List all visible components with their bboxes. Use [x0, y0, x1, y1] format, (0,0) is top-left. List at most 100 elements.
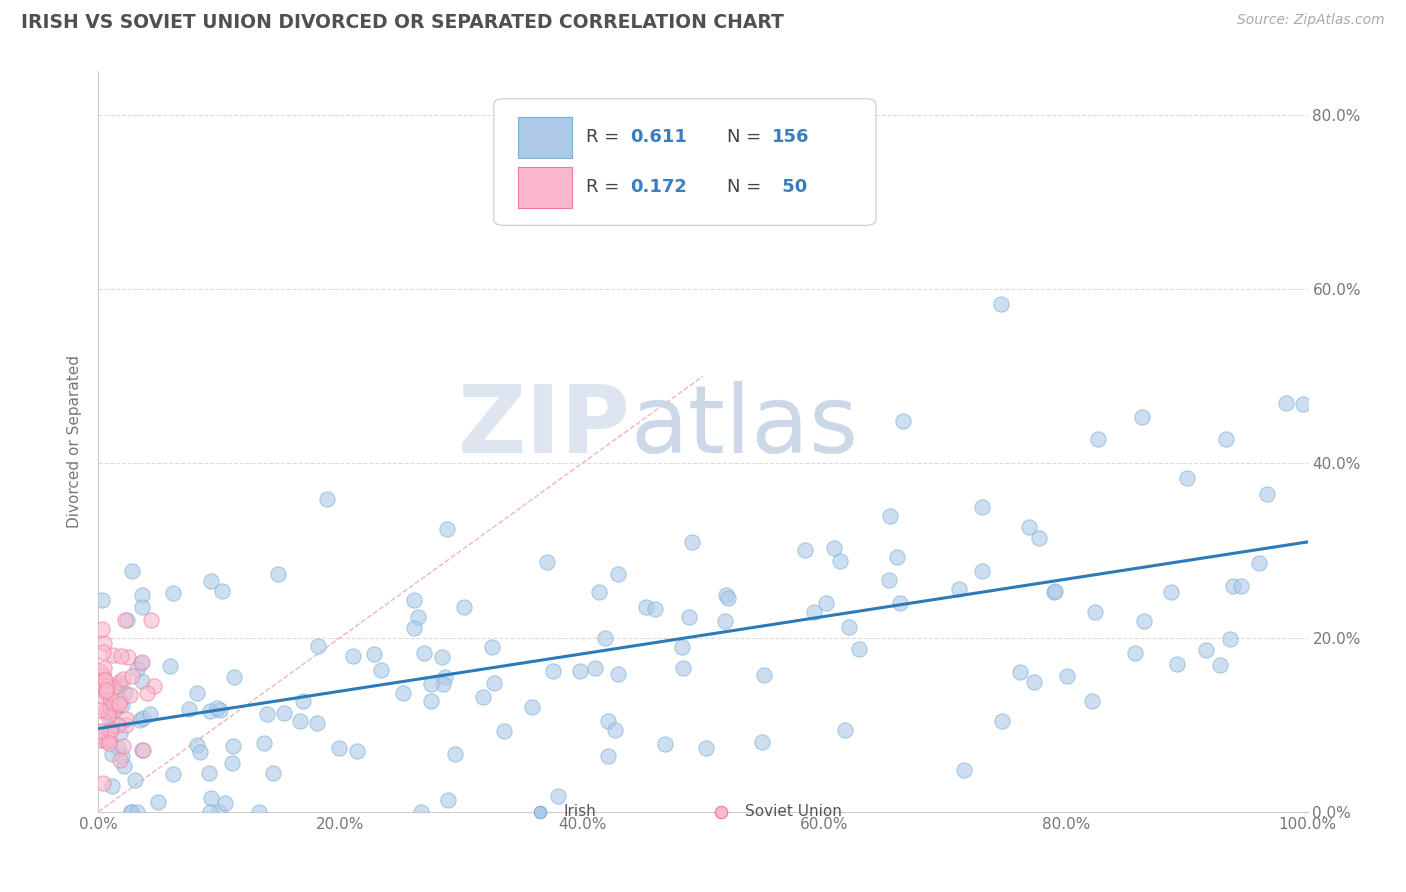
Point	[492, 724, 515, 739]
Text: 50: 50	[776, 178, 807, 196]
Point	[834, 723, 856, 738]
Point	[288, 714, 311, 728]
Point	[593, 631, 616, 645]
Point	[1045, 584, 1067, 599]
Point	[198, 766, 221, 780]
Point	[120, 805, 142, 819]
Point	[120, 805, 142, 819]
Point	[114, 686, 136, 700]
Point	[188, 745, 211, 759]
Point	[100, 723, 122, 738]
Point	[536, 555, 558, 569]
Point	[214, 796, 236, 810]
Point	[419, 694, 441, 708]
Point	[139, 707, 162, 722]
Text: ZIP: ZIP	[457, 381, 630, 473]
Point	[131, 743, 153, 757]
Point	[1175, 471, 1198, 485]
Point	[93, 661, 115, 675]
Point	[596, 749, 619, 764]
Point	[644, 602, 666, 616]
Point	[108, 753, 131, 767]
Point	[107, 741, 129, 756]
Point	[588, 584, 610, 599]
Point	[1222, 579, 1244, 593]
Point	[406, 610, 429, 624]
Point	[186, 738, 208, 752]
Point	[110, 649, 132, 664]
Point	[131, 742, 153, 756]
Point	[105, 716, 128, 731]
Point	[162, 767, 184, 781]
Point	[803, 605, 825, 619]
Point	[1028, 531, 1050, 545]
Point	[305, 715, 328, 730]
Point	[162, 586, 184, 600]
Point	[108, 694, 131, 708]
Point	[100, 722, 122, 736]
Point	[1230, 579, 1253, 593]
Point	[131, 674, 153, 689]
Point	[98, 692, 121, 706]
Point	[1219, 632, 1241, 646]
Point	[108, 678, 131, 692]
Point	[420, 677, 443, 691]
Point	[139, 613, 162, 627]
Point	[207, 701, 229, 715]
Point	[111, 739, 134, 754]
Point	[877, 574, 900, 588]
Point	[98, 732, 121, 747]
Point	[98, 705, 121, 719]
Point	[96, 679, 118, 693]
Text: N =: N =	[727, 178, 768, 196]
Point	[91, 667, 114, 681]
Point	[672, 661, 695, 675]
Point	[481, 640, 503, 655]
Point	[103, 703, 125, 717]
Point	[128, 713, 150, 727]
Point	[108, 675, 131, 690]
Point	[307, 639, 329, 653]
Point	[117, 613, 139, 627]
Point	[91, 623, 114, 637]
Point	[893, 414, 915, 428]
Text: IRISH VS SOVIET UNION DIVORCED OR SEPARATED CORRELATION CHART: IRISH VS SOVIET UNION DIVORCED OR SEPARA…	[21, 13, 785, 32]
Point	[256, 707, 278, 722]
Point	[89, 703, 111, 717]
Point	[886, 549, 908, 564]
Text: 0.172: 0.172	[630, 178, 688, 196]
Point	[432, 677, 454, 691]
Point	[125, 662, 148, 676]
Point	[848, 641, 870, 656]
Point	[342, 649, 364, 664]
Point	[990, 297, 1012, 311]
Point	[131, 655, 153, 669]
Point	[972, 500, 994, 514]
Point	[247, 805, 270, 819]
Point	[814, 596, 837, 610]
Point	[94, 673, 117, 688]
Point	[112, 759, 135, 773]
Point	[131, 600, 153, 615]
Point	[1132, 614, 1154, 628]
Point	[433, 670, 456, 684]
Point	[1056, 669, 1078, 683]
Point	[1215, 432, 1237, 446]
Point	[93, 636, 115, 650]
Point	[129, 656, 152, 670]
Point	[200, 574, 222, 589]
Point	[89, 733, 111, 747]
FancyBboxPatch shape	[517, 168, 572, 208]
Point	[89, 664, 111, 678]
Point	[793, 543, 815, 558]
Point	[159, 659, 181, 673]
Point	[370, 663, 392, 677]
Text: 156: 156	[772, 128, 810, 145]
Point	[363, 647, 385, 661]
Point	[146, 795, 169, 809]
Point	[91, 690, 114, 704]
Point	[1018, 520, 1040, 534]
Point	[1208, 657, 1230, 672]
Point	[430, 650, 453, 665]
Point	[98, 707, 121, 722]
